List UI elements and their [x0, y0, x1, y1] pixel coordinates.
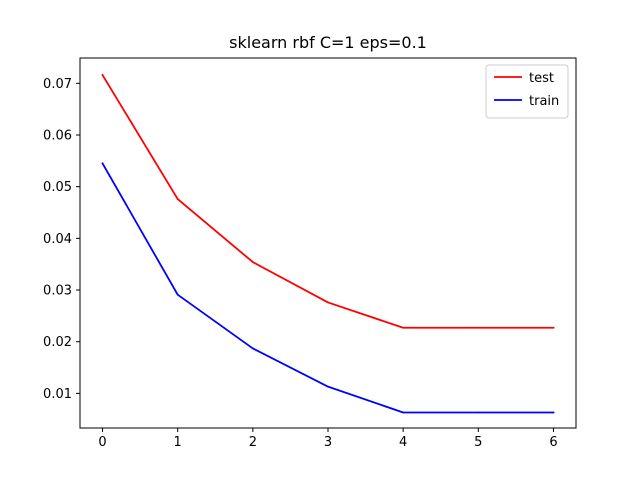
x-tick-label: 2	[249, 435, 257, 450]
y-tick-label: 0.03	[43, 284, 72, 299]
data-point-train	[101, 162, 104, 165]
x-tick-label: 5	[474, 435, 482, 450]
data-point-test	[552, 326, 555, 329]
x-tick-label: 6	[549, 435, 557, 450]
y-tick-label: 0.06	[43, 128, 72, 143]
y-tick-label: 0.01	[43, 387, 72, 402]
legend-box	[485, 64, 569, 119]
y-tick-label: 0.07	[43, 77, 72, 92]
y-tick-label: 0.04	[43, 232, 72, 247]
data-point-test	[402, 326, 405, 329]
data-point-test	[251, 261, 254, 264]
data-point-train	[327, 385, 329, 388]
data-point-train	[402, 411, 405, 414]
data-point-test	[176, 198, 179, 200]
x-tick-label: 4	[399, 435, 407, 450]
data-point-train	[176, 293, 179, 296]
data-point-test	[101, 74, 104, 76]
legend-label-train: train	[529, 94, 559, 109]
data-point-train	[251, 347, 254, 350]
x-tick-label: 3	[324, 435, 332, 450]
y-axis: 0.01 0.02 0.03 0.04 0.05 0.06 0.07	[43, 77, 80, 402]
data-point-train	[477, 411, 480, 414]
legend-label-test: test	[529, 71, 554, 86]
legend: test train	[485, 64, 569, 119]
y-tick-label: 0.02	[43, 335, 72, 350]
chart-title: sklearn rbf C=1 eps=0.1	[229, 33, 427, 52]
data-point-test	[327, 301, 329, 304]
data-point-train	[552, 411, 555, 414]
x-tick-label: 1	[174, 435, 182, 450]
data-point-test	[477, 326, 480, 329]
x-tick-label: 0	[98, 435, 106, 450]
x-axis: 0 1 2 3 4 5 6	[98, 428, 558, 450]
plot-lines	[101, 73, 555, 414]
y-tick-label: 0.05	[43, 180, 72, 195]
